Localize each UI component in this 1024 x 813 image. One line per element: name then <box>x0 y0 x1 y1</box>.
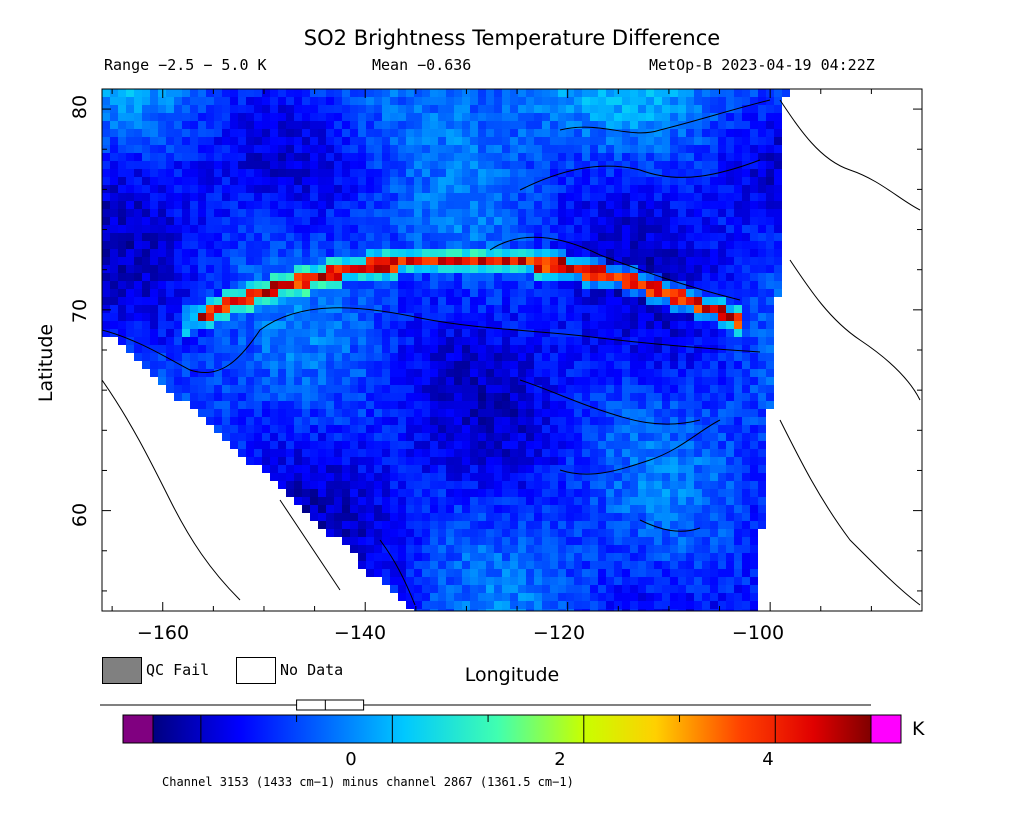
range-text: Range −2.5 − 5.0 K <box>104 56 267 74</box>
x-axis-label: Longitude <box>464 664 560 686</box>
colorbar <box>122 714 902 744</box>
map-title: SO2 Brightness Temperature Difference <box>303 26 721 50</box>
channel-footnote: Channel 3153 (1433 cm−1) minus channel 2… <box>162 775 574 789</box>
coastlines <box>102 99 921 606</box>
colorbar-tick-label: 4 <box>762 749 774 770</box>
qc-fail-swatch <box>102 657 142 684</box>
no-data-label: No Data <box>280 661 344 679</box>
x-tick-label: −100 <box>731 622 785 644</box>
colorbar-tick-label: 0 <box>345 749 357 770</box>
btd-pixel-field <box>102 89 790 611</box>
y-tick-label: 70 <box>69 298 91 324</box>
x-tick-label: −120 <box>532 622 586 644</box>
x-tick-label: −160 <box>136 622 190 644</box>
map-plot-area <box>102 89 921 611</box>
no-data-swatch <box>236 657 276 684</box>
y-tick-label: 80 <box>69 94 91 120</box>
value-box-plot <box>100 699 871 711</box>
axis-tick-marks <box>102 89 923 611</box>
colorbar-unit: K <box>912 718 925 740</box>
mean-text: Mean −0.636 <box>372 56 472 74</box>
colorbar-tick-label: 2 <box>554 749 566 770</box>
satellite-text: MetOp-B 2023-04-19 04:22Z <box>649 56 875 74</box>
x-tick-label: −140 <box>333 622 387 644</box>
qc-fail-label: QC Fail <box>146 661 210 679</box>
y-tick-label: 60 <box>69 502 91 528</box>
y-axis-label: Latitude <box>35 323 57 403</box>
